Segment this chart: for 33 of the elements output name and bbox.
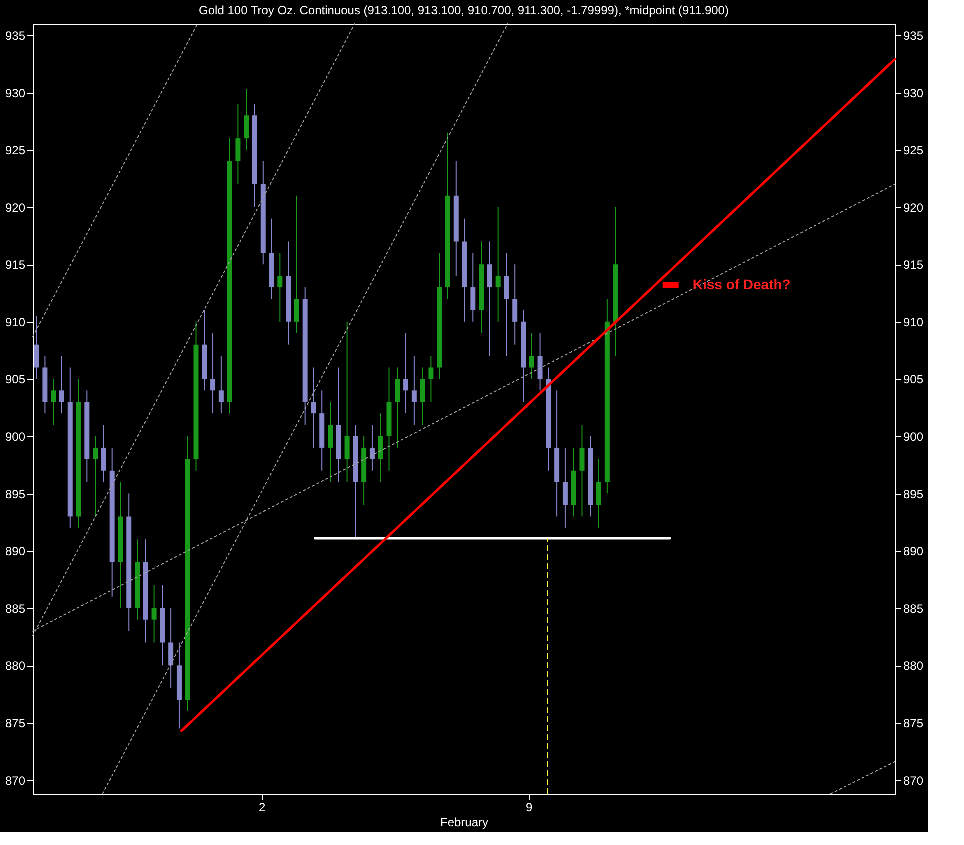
y2-tick-label: 915: [904, 258, 924, 272]
y-tick-label: 880: [5, 659, 26, 674]
y2-tick-label: 870: [904, 774, 924, 788]
y2-tick-label: 895: [904, 487, 924, 502]
y-tick-label: 910: [5, 315, 26, 330]
x-tick-label: 9: [526, 800, 533, 814]
chart-title: Gold 100 Troy Oz. Continuous (913.100, 913.100, 910.700, 911.300, -1.79999), *midpoint (911.900): [199, 3, 729, 18]
y-tick-label: 890: [5, 544, 26, 559]
y2-tick-label: 925: [904, 144, 924, 158]
y2-tick-label: 880: [904, 659, 924, 674]
y2-tick-label: 935: [904, 28, 924, 43]
y-tick-label: 930: [5, 86, 26, 100]
y-tick-label: 870: [5, 774, 26, 788]
y2-tick-label: 885: [904, 602, 924, 616]
y-tick-label: 885: [5, 602, 26, 616]
y-tick-label: 935: [5, 28, 26, 43]
y-tick-label: 925: [5, 144, 26, 158]
y2-tick-label: 875: [904, 716, 924, 730]
y2-tick-label: 910: [904, 315, 924, 330]
y-tick-label: 895: [5, 487, 26, 502]
x-tick-label: 2: [259, 800, 266, 814]
y-tick-label: 900: [5, 430, 26, 444]
y2-tick-label: 920: [904, 200, 924, 215]
y-tick-label: 875: [5, 716, 26, 730]
y2-tick-label: 890: [904, 544, 924, 559]
y2-tick-label: 900: [904, 430, 924, 444]
y2-tick-label: 930: [904, 86, 924, 100]
y-tick-label: 915: [5, 258, 26, 272]
y-tick-label: 920: [5, 200, 26, 215]
x-axis-title: February: [440, 816, 489, 830]
annotation: Kiss of Death?: [692, 276, 791, 292]
y-tick-label: 905: [5, 372, 26, 387]
y2-tick-label: 905: [904, 372, 924, 387]
